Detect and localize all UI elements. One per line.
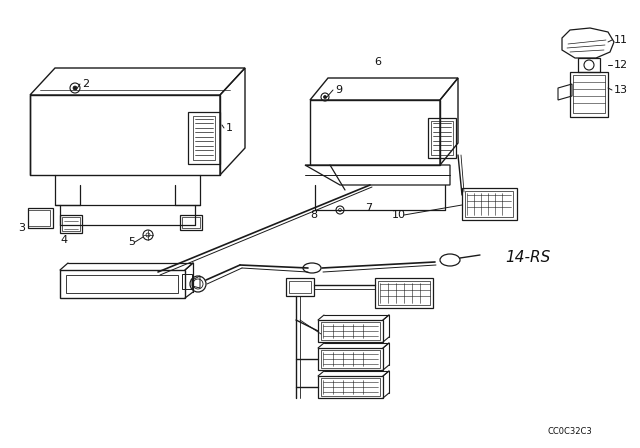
Text: 3: 3 xyxy=(18,223,25,233)
Text: 13: 13 xyxy=(614,85,628,95)
Bar xyxy=(182,274,192,289)
Bar xyxy=(462,188,517,220)
Bar xyxy=(570,72,608,117)
Bar xyxy=(180,215,202,230)
Bar xyxy=(378,281,430,305)
Text: CC0C32C3: CC0C32C3 xyxy=(548,427,593,436)
Text: 14-RS: 14-RS xyxy=(505,250,550,266)
Bar xyxy=(66,275,178,293)
Text: 1: 1 xyxy=(226,123,233,133)
Bar xyxy=(188,112,220,164)
Text: 10: 10 xyxy=(392,210,406,220)
Bar xyxy=(573,75,605,113)
Bar xyxy=(321,378,380,396)
Bar xyxy=(318,320,383,342)
Bar xyxy=(28,208,53,228)
Bar xyxy=(318,376,383,398)
Bar xyxy=(62,217,80,231)
Bar xyxy=(321,322,380,340)
Bar xyxy=(28,210,50,226)
Text: 2: 2 xyxy=(82,79,89,89)
Bar xyxy=(428,118,456,158)
Bar xyxy=(375,278,433,308)
Text: 9: 9 xyxy=(335,85,342,95)
Text: 7: 7 xyxy=(365,203,372,213)
Bar xyxy=(182,217,200,228)
Bar xyxy=(318,348,383,370)
Bar xyxy=(60,215,82,233)
Text: 8: 8 xyxy=(310,210,317,220)
Text: 4: 4 xyxy=(60,235,67,245)
Bar xyxy=(286,278,314,296)
Bar xyxy=(289,281,311,293)
Bar xyxy=(321,350,380,368)
Bar xyxy=(193,116,215,160)
Text: 6: 6 xyxy=(374,57,381,67)
Text: 5: 5 xyxy=(128,237,135,247)
Text: 11: 11 xyxy=(614,35,628,45)
Circle shape xyxy=(73,86,77,90)
Bar xyxy=(578,58,600,72)
Circle shape xyxy=(323,95,326,99)
Bar xyxy=(465,191,513,217)
Bar xyxy=(431,121,453,155)
Text: 12: 12 xyxy=(614,60,628,70)
